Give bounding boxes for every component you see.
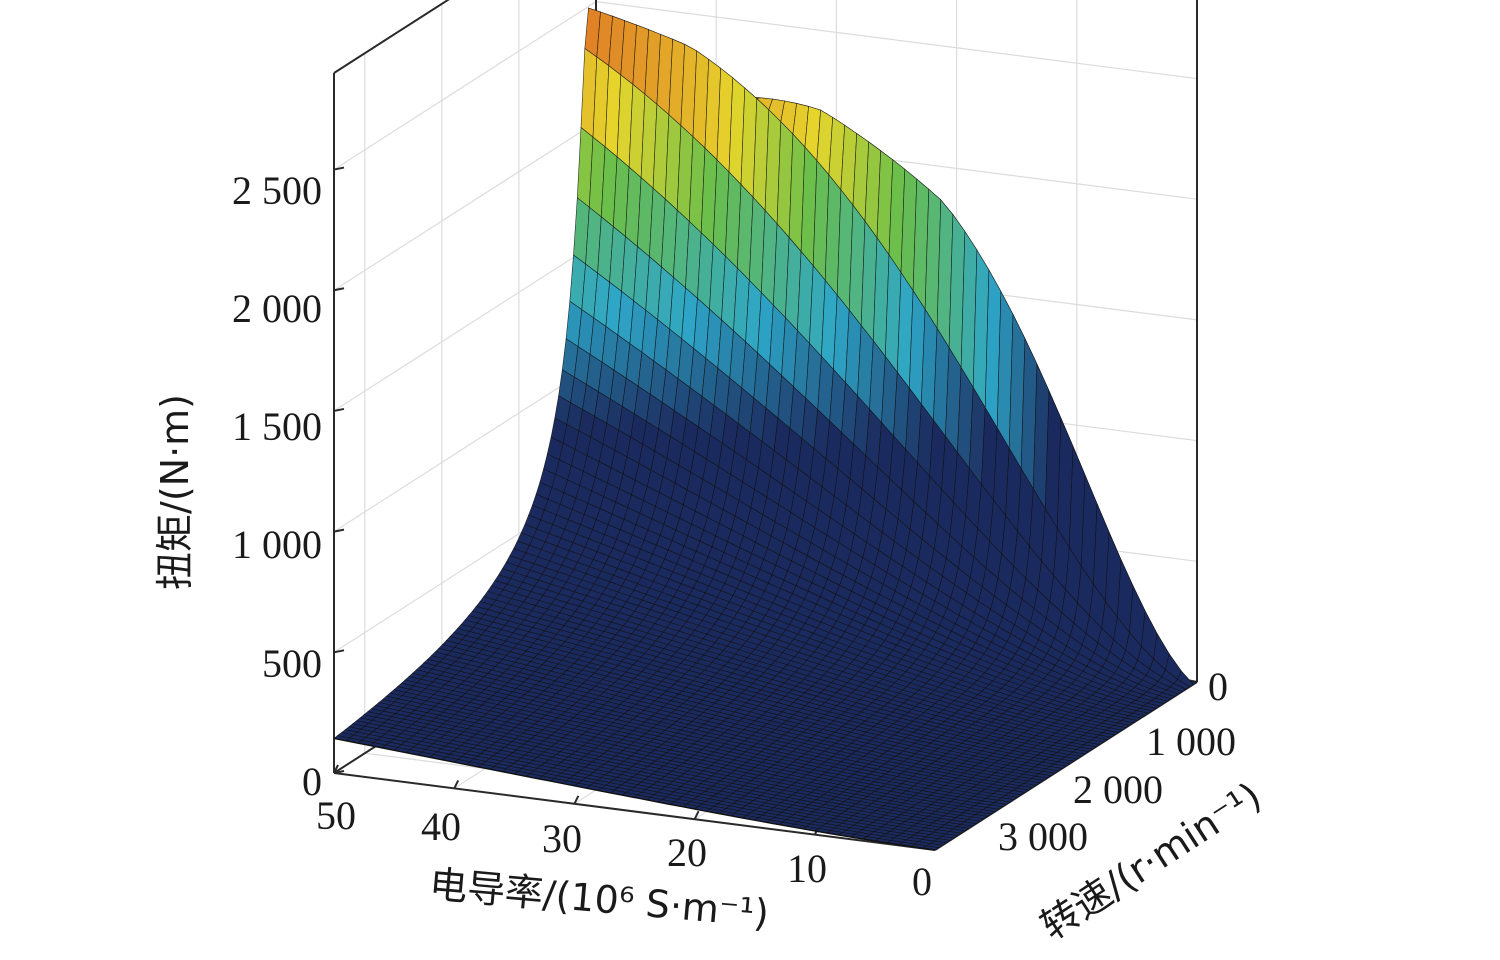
y-tick-label: 1 000 [1146, 719, 1236, 764]
z-tick-label: 2 500 [232, 168, 322, 213]
x-tick [573, 795, 580, 805]
gridline [333, 363, 597, 533]
z-tick [333, 287, 345, 292]
z-tick-label: 1 500 [232, 404, 322, 449]
front-edges [333, 737, 936, 851]
x-tick-labels: 50 40 30 20 10 0 [316, 793, 932, 904]
z-tick-label: 500 [262, 641, 322, 686]
surface-front-edge [333, 737, 936, 851]
x-tick-label: 50 [316, 793, 356, 838]
z-tick [333, 166, 345, 171]
z-tick-label: 2 000 [232, 286, 322, 331]
z-tick-label: 0 [302, 759, 322, 804]
y-tick-labels: 0 1 000 2 000 3 000 [998, 664, 1236, 859]
x-tick-label: 30 [542, 816, 582, 861]
axis-box-edge [333, 772, 936, 851]
x-tick [453, 779, 460, 789]
surface-layer [333, 7, 1198, 851]
gridline [333, 242, 597, 412]
y-tick-label: 0 [1208, 664, 1228, 709]
z-axis-label: 扭矩/(N·m) [153, 394, 197, 590]
gridline [333, 1, 597, 171]
y-tick-label: 2 000 [1073, 767, 1163, 812]
z-tick-label: 1 000 [232, 522, 322, 567]
x-tick-label: 0 [912, 859, 932, 904]
z-tick [333, 407, 345, 412]
x-tick-label: 40 [421, 804, 461, 849]
z-tick-labels: 0 500 1 000 1 500 2 000 2 500 [232, 168, 322, 804]
x-tick [333, 764, 339, 774]
z-tick [333, 649, 345, 654]
x-tick [693, 810, 700, 820]
axis-box-edge [333, 0, 450, 74]
z-tick [333, 528, 345, 533]
z-tick [333, 770, 345, 774]
gridline [333, 121, 597, 291]
x-tick-label: 10 [787, 846, 827, 891]
x-tick-label: 20 [667, 830, 707, 875]
y-tick-label: 3 000 [998, 814, 1088, 859]
x-axis-label: 电导率/(10⁶ S·m⁻¹) [428, 862, 771, 936]
gridline [595, 1, 1198, 80]
